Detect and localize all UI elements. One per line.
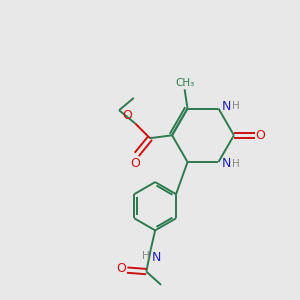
Text: H: H <box>232 158 240 169</box>
Text: N: N <box>222 157 231 170</box>
Text: H: H <box>142 251 149 261</box>
Text: O: O <box>116 262 126 275</box>
Text: CH₃: CH₃ <box>175 78 194 88</box>
Text: O: O <box>256 129 266 142</box>
Text: O: O <box>122 109 132 122</box>
Text: N: N <box>151 251 161 264</box>
Text: H: H <box>232 101 240 111</box>
Text: N: N <box>222 100 231 112</box>
Text: O: O <box>130 158 140 170</box>
